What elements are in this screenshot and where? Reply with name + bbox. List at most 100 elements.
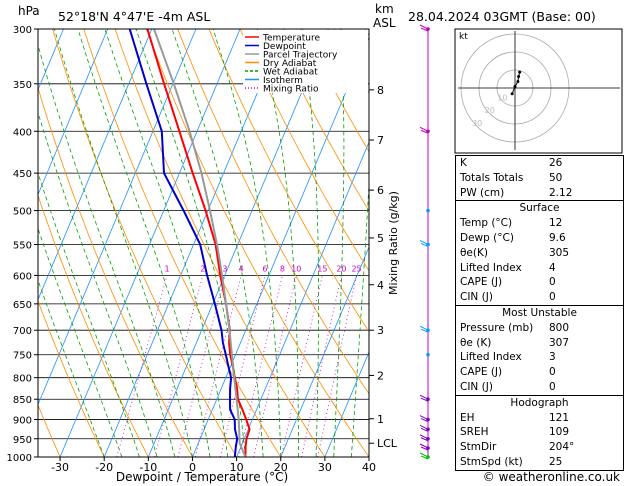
wet-adiabat	[104, 29, 229, 457]
hodograph-stat-row: SREH 109	[456, 425, 623, 440]
dry-adiabat	[83, 29, 282, 457]
wind-barb	[419, 240, 429, 247]
pressure-tick-label: 400	[13, 127, 32, 138]
location-title: 52°18'N 4°47'E -4m ASL	[58, 9, 211, 24]
asl-label: ASL	[373, 16, 396, 30]
dry-adiabat	[38, 194, 149, 457]
pressure-tick-label: 300	[13, 25, 32, 36]
pressure-tick-label: 600	[13, 271, 32, 282]
most-unstable-row: CAPE (J) 0	[456, 365, 623, 380]
surface-label: Dewp (°C)	[460, 231, 514, 244]
surface-label: CAPE (J)	[460, 276, 503, 289]
surface-row: Lifted Index 4	[456, 261, 623, 276]
mixing-ratio-line	[154, 275, 204, 457]
mixing-ratio-label: 8	[280, 264, 285, 273]
mixing-ratio-line	[253, 275, 297, 457]
wind-barb	[419, 443, 429, 451]
dry-adiabat	[52, 29, 237, 457]
hodograph-stat-value: 109	[549, 426, 570, 439]
wet-adiabat	[257, 29, 299, 457]
index-value: 50	[549, 171, 563, 184]
pressure-tick-label: 350	[13, 80, 32, 91]
legend-label: Dry Adiabat	[263, 59, 317, 69]
pressure-axis: 300 350 400 450 500 550 600 650 700 750 800 850 900 9…	[7, 25, 38, 464]
legend-background	[243, 30, 368, 93]
surface-value: 0	[549, 291, 556, 304]
mixing-ratio-label: 15	[317, 264, 327, 273]
dry-adiabat	[114, 29, 326, 457]
pressure-tick-label: 900	[13, 416, 32, 427]
height-axis: 8 7 6 5 4 3 2 1 LCL	[369, 84, 398, 450]
dry-adiabat	[38, 299, 105, 457]
series-dewpoint	[128, 29, 239, 457]
wet-adiabat	[300, 29, 319, 457]
pressure-tick-label: 500	[13, 207, 32, 218]
most-unstable-row: CIN (J) 0	[456, 380, 623, 395]
surface-label: Temp (°C)	[460, 217, 513, 230]
isotherm	[192, 36, 369, 457]
wind-barb	[419, 434, 429, 442]
most-unstable-value: 0	[549, 380, 556, 393]
hodograph-stat-row: StmDir 204°	[456, 440, 623, 455]
wind-barbs	[419, 24, 430, 460]
index-label: PW (cm)	[460, 186, 505, 199]
mixing-ratio-line	[219, 275, 266, 457]
height-tick-label: 1	[377, 413, 384, 426]
isotherm	[103, 29, 285, 457]
pressure-tick-label: 800	[13, 374, 32, 385]
isotherm	[147, 29, 329, 457]
wind-barb-point	[426, 352, 430, 357]
temperature-tick-label: 0	[189, 461, 196, 474]
hodograph-stat-row: EH 121	[456, 411, 623, 426]
hodograph-point	[510, 92, 514, 96]
hodograph-stat-label: SREH	[460, 426, 489, 439]
most-unstable-row: Pressure (mb) 800	[456, 321, 623, 336]
wet-adiabat	[333, 29, 345, 457]
hodograph-stat-value: 25	[549, 455, 563, 468]
hodograph-stat-label: EH	[460, 411, 475, 424]
dry-adiabat	[208, 29, 369, 333]
hodograph-stat-label: StmSpd (kt)	[460, 455, 523, 468]
dry-adiabat	[302, 29, 369, 153]
mixing-ratio-label: 10	[291, 264, 301, 273]
surface-value: 9.6	[549, 231, 566, 244]
dry-adiabat	[271, 29, 369, 212]
mixing-ratio-axis-label: Mixing Ratio (g/kg)	[387, 191, 400, 295]
most-unstable-label: Pressure (mb)	[460, 321, 534, 334]
wind-barb	[419, 424, 429, 432]
most-unstable-value: 800	[549, 321, 570, 334]
height-tick-label: LCL	[377, 437, 398, 450]
height-tick-label: 4	[377, 279, 384, 292]
wet-adiabat	[171, 29, 264, 457]
hodograph-point	[517, 74, 521, 78]
surface-value: 305	[549, 246, 570, 259]
profile-lines	[128, 29, 251, 457]
temperature-tick-label: 30	[318, 461, 332, 474]
wet-adiabat	[135, 29, 246, 457]
height-tick-label: 7	[377, 134, 384, 147]
copyright: © weatheronline.co.uk	[482, 470, 620, 484]
legend-label: Mixing Ratio	[263, 85, 319, 95]
wet-adiabat	[38, 43, 176, 457]
most-unstable-title: Most Unstable	[502, 306, 577, 319]
wind-barb	[419, 24, 429, 32]
most-unstable-label: CAPE (J)	[460, 366, 503, 379]
isotherm	[324, 351, 369, 457]
temperature-tick-label: -10	[139, 461, 157, 474]
pressure-tick-label: 700	[13, 326, 32, 337]
most-unstable-value: 307	[549, 336, 570, 349]
height-tick-label: 5	[377, 232, 384, 245]
surface-value: 4	[549, 261, 556, 274]
height-tick-label: 6	[377, 184, 384, 197]
isotherm	[38, 29, 109, 196]
wind-barb	[419, 452, 429, 460]
isotherm	[38, 29, 197, 406]
pressure-tick-label: 850	[13, 395, 32, 406]
series-temperature	[146, 29, 251, 457]
surface-row: Dewp (°C) 9.6	[456, 231, 623, 246]
legend-label: Dewpoint	[263, 42, 306, 52]
surface-value: 0	[549, 276, 556, 289]
legend-label: Parcel Trajectory	[263, 51, 338, 61]
